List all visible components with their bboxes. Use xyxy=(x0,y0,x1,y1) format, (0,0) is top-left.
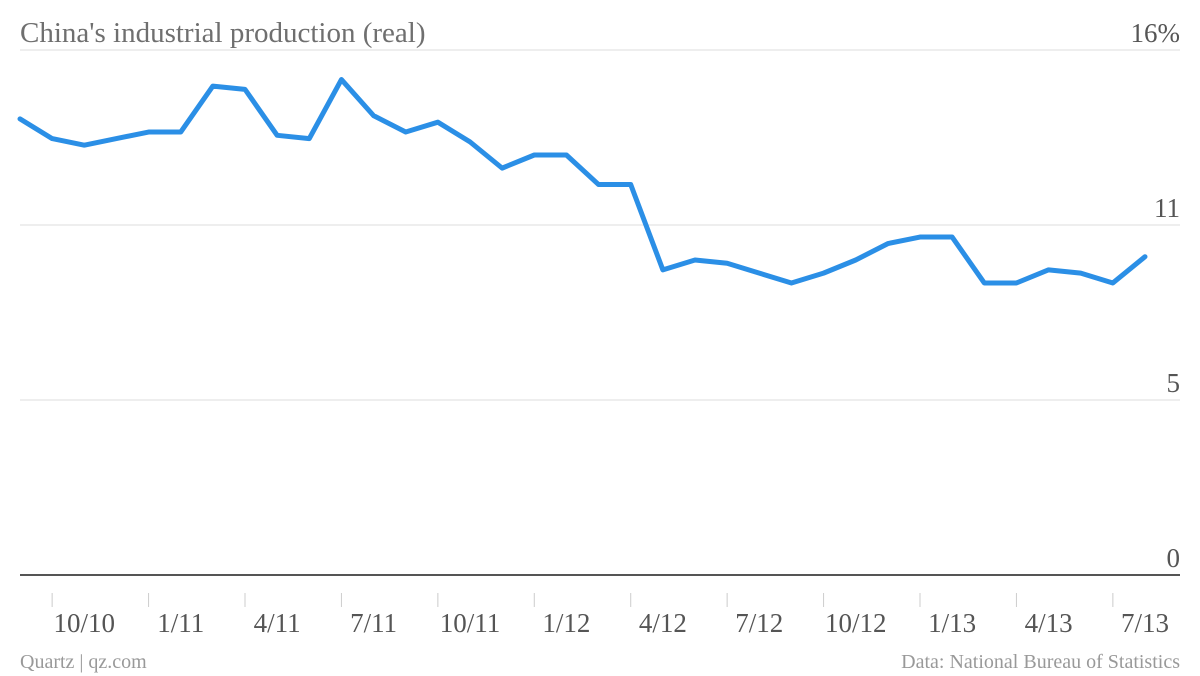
credit: Quartz | qz.com xyxy=(20,651,147,673)
x-tick-label: 1/12 xyxy=(542,608,590,638)
x-tick-label: 7/12 xyxy=(735,608,783,638)
x-tick-label: 4/13 xyxy=(1025,608,1073,638)
x-tick-label: 1/11 xyxy=(157,608,204,638)
x-tick-label: 7/13 xyxy=(1121,608,1169,638)
x-tick-label: 4/12 xyxy=(639,608,687,638)
y-tick-label: 0 xyxy=(1167,543,1181,573)
y-tick-label: 16% xyxy=(1131,18,1181,48)
x-tick-label: 10/11 xyxy=(440,608,501,638)
y-tick-label: 5 xyxy=(1167,368,1181,398)
x-tick-label: 4/11 xyxy=(254,608,301,638)
x-tick-label: 10/10 xyxy=(54,608,116,638)
x-tick-label: 10/12 xyxy=(825,608,887,638)
x-tick-label: 7/11 xyxy=(350,608,397,638)
data-line xyxy=(17,77,1148,286)
x-tick-label: 1/13 xyxy=(928,608,976,638)
chart-title: China's industrial production (real) xyxy=(20,17,426,49)
y-tick-label: 11 xyxy=(1154,193,1180,223)
source: Data: National Bureau of Statistics xyxy=(901,651,1180,673)
